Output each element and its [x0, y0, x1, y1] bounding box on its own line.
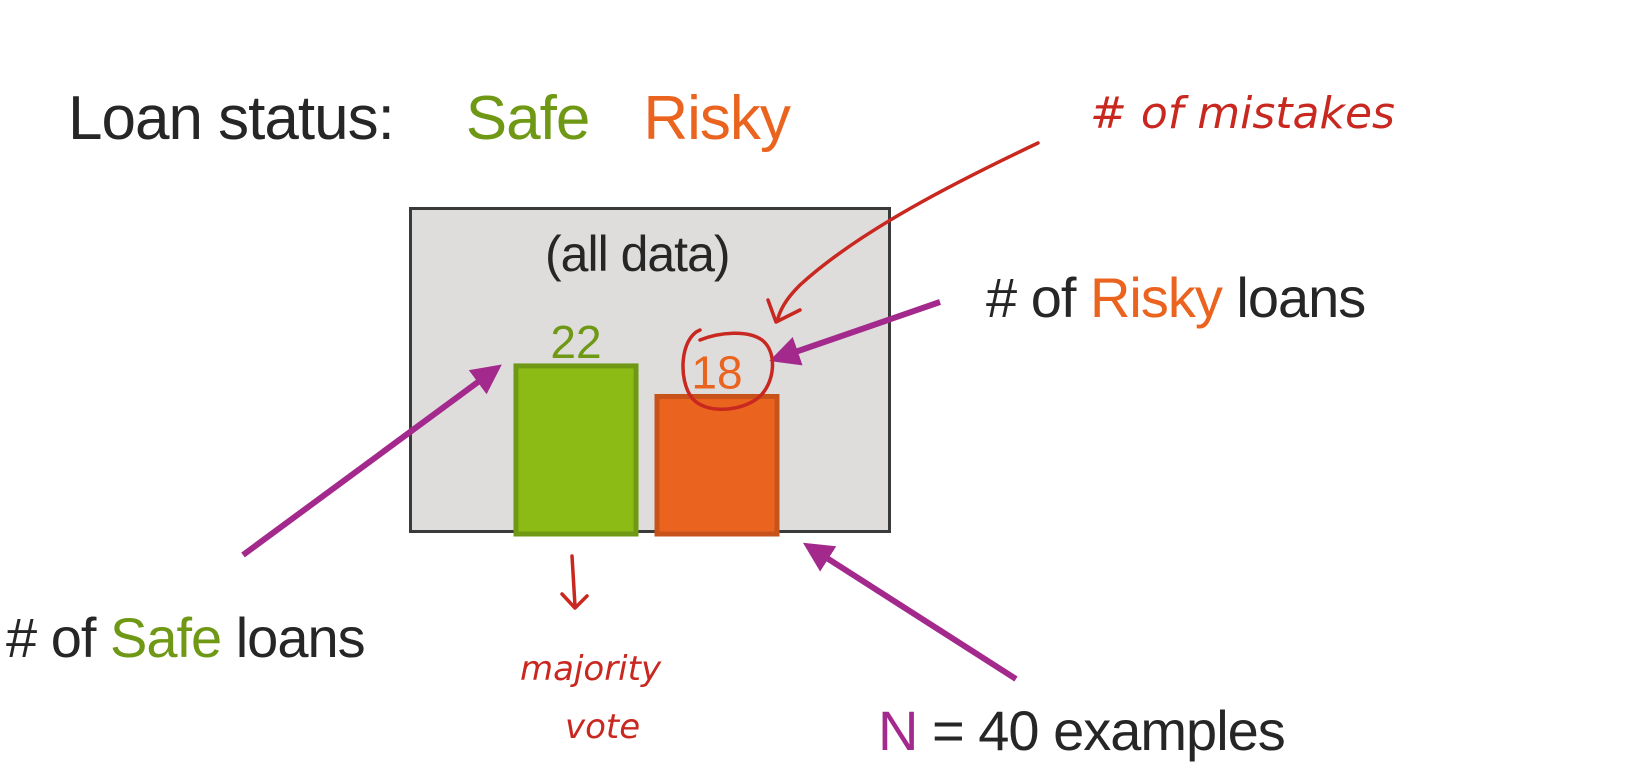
mistakes-handwriting: # of mistakes	[1090, 88, 1395, 139]
safe-loans-annotation: # of Safe loans	[6, 610, 366, 666]
safe-annotation-word: Safe	[109, 606, 222, 669]
safe-annotation-prefix: # of	[6, 606, 110, 669]
vote-handwriting: vote	[565, 707, 640, 747]
majority-down-arrow	[560, 554, 589, 610]
mistakes-pointer-stroke	[776, 141, 1040, 320]
n-symbol: N	[878, 699, 918, 762]
bar-group: 22 18	[513, 316, 780, 537]
n-examples-annotation: N = 40 examples	[878, 703, 1286, 759]
mistakes-pointer-head	[766, 298, 802, 324]
bar-value-safe: 22	[550, 316, 601, 368]
n-examples-arrow	[802, 542, 1018, 682]
bar-value-risky: 18	[691, 346, 742, 398]
risky-loans-annotation: # of Risky loans	[986, 270, 1366, 326]
legend-safe: Safe	[465, 84, 591, 153]
safe-loans-arrow	[241, 364, 502, 558]
risky-loans-arrow	[769, 299, 941, 366]
n-examples-text: = 40 examples	[917, 699, 1286, 762]
loan-status-legend: Loan status: Safe Risky	[68, 88, 791, 150]
majority-handwriting: majority	[520, 649, 662, 689]
bar-risky	[654, 393, 780, 537]
risky-count-circle	[681, 328, 775, 411]
node-title: (all data)	[545, 226, 731, 282]
risky-annotation-suffix: loans	[1221, 266, 1366, 329]
legend-risky: Risky	[643, 84, 791, 153]
bar-safe	[513, 363, 639, 537]
safe-annotation-suffix: loans	[221, 606, 366, 669]
risky-annotation-word: Risky	[1089, 266, 1223, 329]
risky-annotation-prefix: # of	[986, 266, 1090, 329]
legend-label: Loan status:	[68, 84, 395, 153]
